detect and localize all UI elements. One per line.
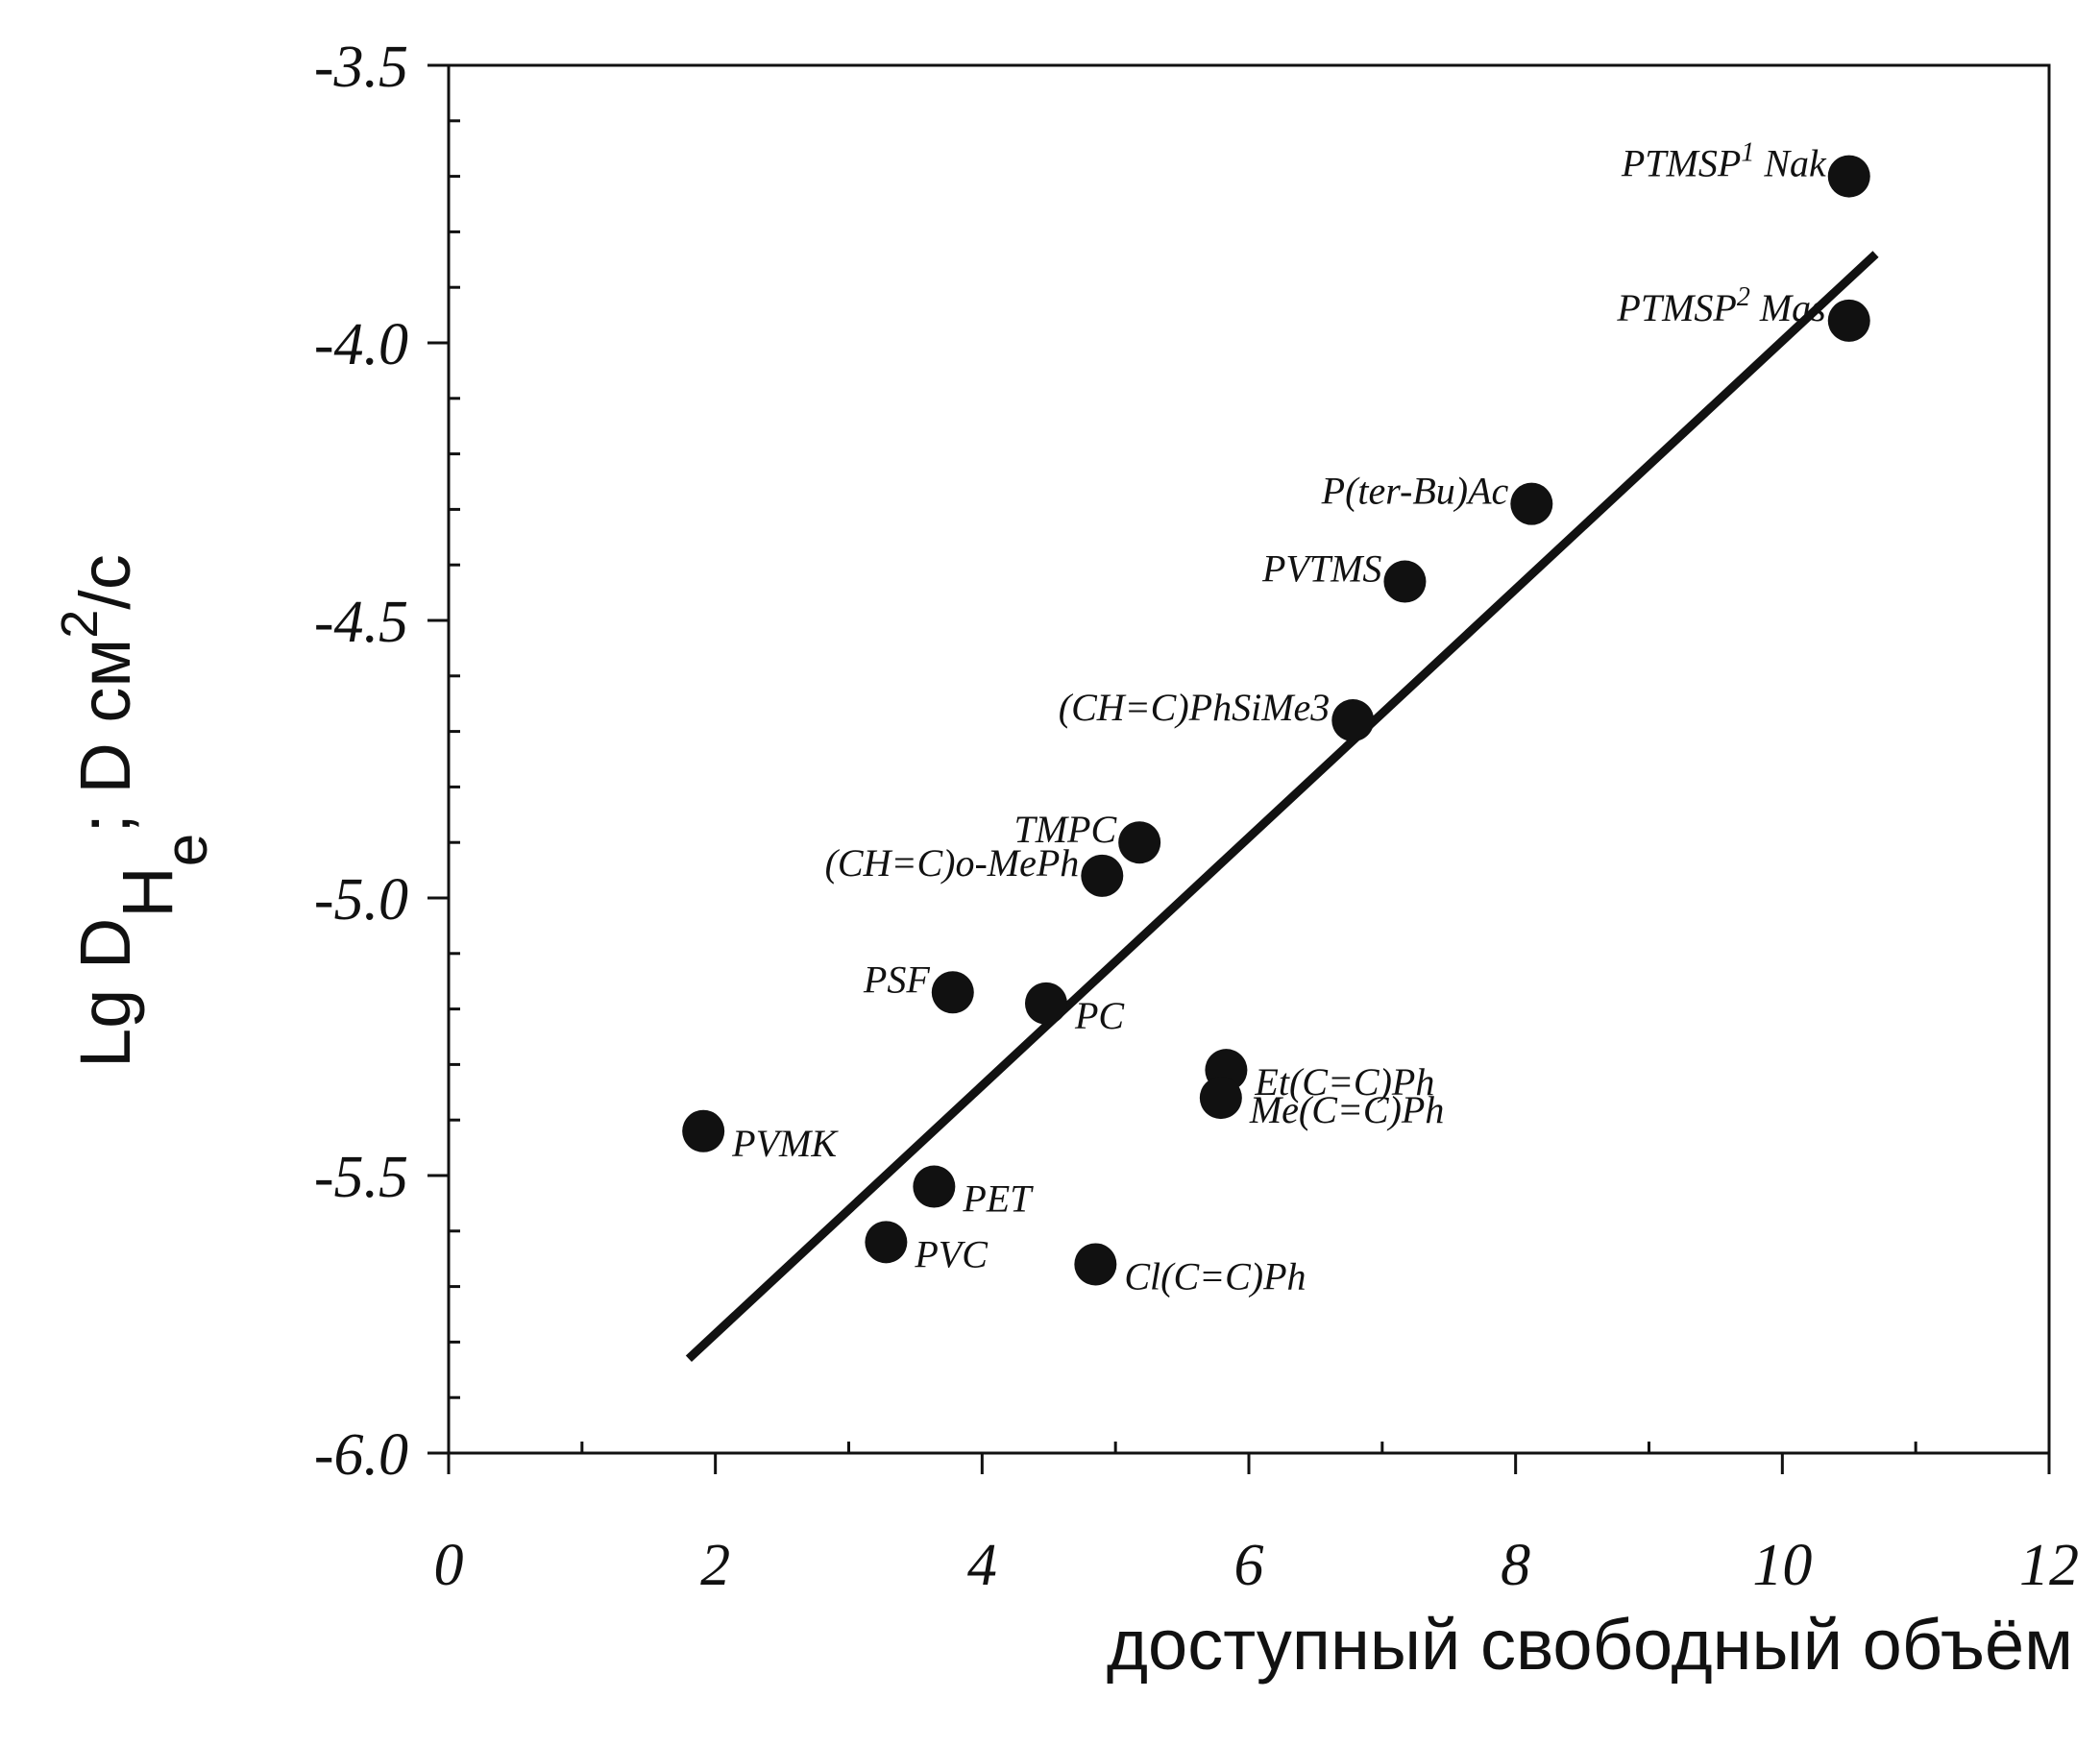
- data-point: [1383, 560, 1427, 603]
- y-tick-label: -5.5: [314, 1145, 408, 1210]
- y-tick-label: -3.5: [314, 35, 408, 100]
- x-tick-label: 2: [700, 1533, 730, 1598]
- data-point: [1510, 482, 1553, 525]
- data-points: PTMSP1 Nak PTMSP2 Mas P(ter-Bu)Ac PVTMS (CH=…: [682, 138, 1870, 1297]
- y-tick-label: -5.0: [314, 867, 408, 933]
- data-point: [1081, 854, 1124, 897]
- point-label: PVMK: [731, 1122, 839, 1165]
- point-label: P(ter-Bu)Ac: [1321, 470, 1509, 513]
- point-label: Cl(C=C)Ph: [1124, 1254, 1306, 1297]
- point-label: (CH=C)o-MePh: [825, 841, 1080, 885]
- plot-frame: [447, 63, 2051, 1455]
- data-point: [682, 1109, 725, 1152]
- point-label: PET: [962, 1177, 1034, 1221]
- point-label: PTMSP1 Nak: [1621, 138, 1827, 185]
- x-axis: 0 2 4 6 8 10 12: [434, 1442, 2079, 1598]
- point-label: PSF: [863, 958, 930, 1001]
- data-point: [865, 1221, 908, 1264]
- data-point: [1118, 821, 1161, 864]
- x-tick-label: 8: [1501, 1533, 1530, 1598]
- x-tick-label: 6: [1234, 1533, 1264, 1598]
- y-tick-label: -4.5: [314, 590, 408, 655]
- point-label: (CH=C)PhSiMe3: [1059, 686, 1331, 729]
- x-tick-label: 12: [2019, 1533, 2079, 1598]
- data-point: [913, 1165, 956, 1208]
- data-point: [1331, 699, 1375, 742]
- data-point: [1199, 1077, 1242, 1120]
- y-tick-label: -6.0: [314, 1422, 408, 1488]
- x-tick-label: 10: [1752, 1533, 1812, 1598]
- x-tick-label: 4: [967, 1533, 997, 1598]
- data-point: [1827, 155, 1870, 198]
- data-point: [931, 971, 974, 1014]
- point-label: PVTMS: [1261, 547, 1381, 591]
- point-label: Et(C=C)Ph: [1254, 1060, 1434, 1103]
- point-label: PTMSP2 Mas: [1616, 282, 1825, 329]
- data-point: [1024, 982, 1067, 1025]
- y-axis: -3.5 -4.0 -4.5 -5.0 -5.5 -6.0: [314, 35, 460, 1488]
- x-tick-label: 0: [434, 1533, 464, 1598]
- y-tick-label: -4.0: [314, 312, 408, 377]
- regression-line: [685, 251, 1879, 1363]
- point-label: PC: [1074, 994, 1125, 1037]
- data-point: [1074, 1243, 1117, 1286]
- y-axis-title: Lg DHe; D см2/c: [51, 554, 220, 1068]
- point-label: Me(C=C)Ph: [1249, 1088, 1445, 1131]
- data-point: [1827, 299, 1870, 342]
- x-axis-title: доступный свободный объём: [1107, 1605, 2073, 1685]
- point-label: TMPC: [1013, 808, 1117, 851]
- point-label: PVC: [914, 1232, 989, 1275]
